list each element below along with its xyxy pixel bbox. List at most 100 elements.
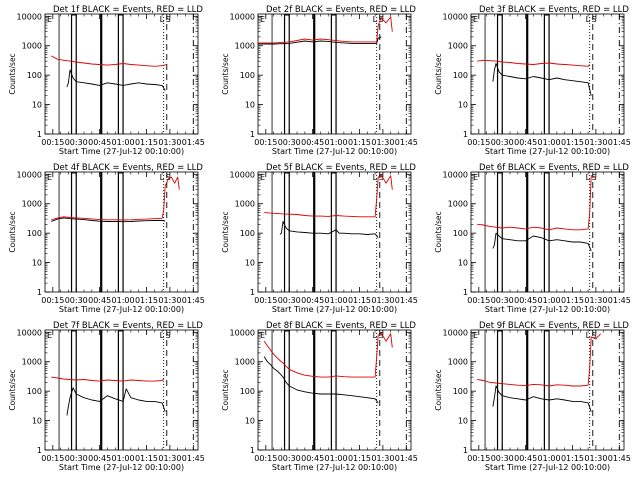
y-tick-label: 10 <box>458 101 468 110</box>
x-axis-label: Start Time (27-Jul-12 00:10:00) <box>59 463 184 472</box>
x-tick-label: 00:45 <box>88 296 111 305</box>
y-tick-label: 10000 <box>17 12 42 21</box>
x-tick-label: 01:45 <box>608 454 631 463</box>
y-tick-label: 100 <box>453 387 468 396</box>
y-tick-label: 1 <box>37 288 42 297</box>
events-series-line <box>66 69 166 91</box>
plot-frame <box>470 329 625 451</box>
annotation-letter: L <box>160 173 165 182</box>
annotation-letter: L <box>586 173 591 182</box>
panel-title: Det 2f BLACK = Events, RED = LLD <box>266 5 416 15</box>
y-tick-label: 1 <box>250 288 255 297</box>
detector-panel: Det 9f BLACK = Events, RED = LLD 1 10 100 10… <box>434 321 631 472</box>
series-group <box>258 16 393 45</box>
x-tick-label: 01:45 <box>182 296 205 305</box>
lld-series-line <box>263 332 393 378</box>
event-markers <box>58 14 194 134</box>
panel-title: Det 7f BLACK = Events, RED = LLD <box>53 321 203 331</box>
x-tick-label: 00:30 <box>278 296 301 305</box>
x-tick-label: 01:00 <box>112 296 135 305</box>
annotation-letter: L <box>373 331 378 340</box>
x-tick-label: 01:30 <box>371 138 394 147</box>
plot-frame <box>257 171 412 293</box>
y-tick-label: 10000 <box>443 12 468 21</box>
annotation-letter: E <box>473 173 478 182</box>
y-tick-label: 100 <box>453 229 468 238</box>
x-tick-label: 01:00 <box>112 138 135 147</box>
x-axis-label: Start Time (27-Jul-12 00:10:00) <box>272 305 397 314</box>
annotation-letter: S <box>592 173 597 182</box>
x-tick-label: 01:45 <box>395 296 418 305</box>
annotation-letter: E <box>47 15 52 24</box>
plot-frame <box>470 13 625 135</box>
x-tick-label: 01:15 <box>348 454 371 463</box>
x-tick-label: 01:15 <box>135 138 158 147</box>
x-tick-label: 01:30 <box>158 138 181 147</box>
x-tick-label: 00:45 <box>301 454 324 463</box>
y-tick-label: 1000 <box>235 200 255 209</box>
panel-title: Det 9f BLACK = Events, RED = LLD <box>479 321 629 331</box>
x-tick-label: 01:30 <box>371 454 394 463</box>
x-tick-label: 00:15 <box>41 138 64 147</box>
annotation-letter: E <box>260 331 265 340</box>
y-tick-label: 1 <box>463 130 468 139</box>
y-tick-label: 10000 <box>443 328 468 337</box>
x-tick-label: 00:15 <box>254 454 277 463</box>
x-tick-label: 01:30 <box>158 454 181 463</box>
plot-frame <box>470 171 625 293</box>
annotation-letter: E <box>473 15 478 24</box>
panel-title: Det 5f BLACK = Events, RED = LLD <box>266 163 416 173</box>
y-tick-label: 1000 <box>22 200 42 209</box>
panel-title: Det 6f BLACK = Events, RED = LLD <box>479 163 629 173</box>
y-tick-label: 10 <box>245 417 255 426</box>
detector-panel: Det 2f BLACK = Events, RED = LLD 1 10 100 10… <box>221 5 418 156</box>
y-axis-label: Counts/sec <box>221 53 230 94</box>
lld-series-line <box>50 55 167 67</box>
x-tick-label: 00:15 <box>254 296 277 305</box>
y-axis-label: Counts/sec <box>8 369 17 410</box>
y-tick-label: 10 <box>458 259 468 268</box>
x-tick-label: 01:45 <box>608 138 631 147</box>
y-tick-label: 1 <box>250 446 255 455</box>
event-markers <box>58 330 194 450</box>
y-tick-label: 1 <box>37 446 42 455</box>
events-series-line <box>279 221 379 238</box>
annotation-letter: L <box>586 15 591 24</box>
x-axis-label: Start Time (27-Jul-12 00:10:00) <box>272 463 397 472</box>
annotation-letter: E <box>47 331 52 340</box>
x-axis-label: Start Time (27-Jul-12 00:10:00) <box>59 305 184 314</box>
detector-panel: Det 4f BLACK = Events, RED = LLD 1 10 100 10… <box>8 163 205 314</box>
detector-panel: Det 3f BLACK = Events, RED = LLD 1 10 100 10… <box>434 5 631 156</box>
x-tick-label: 01:00 <box>538 454 561 463</box>
detector-panel: Det 1f BLACK = Events, RED = LLD 1 10 100 10… <box>8 5 205 156</box>
y-tick-label: 100 <box>453 71 468 80</box>
annotation-letter: S <box>379 331 384 340</box>
y-tick-label: 10000 <box>17 170 42 179</box>
plot-frame <box>44 171 199 293</box>
annotation-letter: L <box>586 331 591 340</box>
y-tick-label: 100 <box>27 387 42 396</box>
x-tick-label: 00:45 <box>514 138 537 147</box>
series-group <box>477 175 597 252</box>
plot-frame <box>257 13 412 135</box>
x-axis-label: Start Time (27-Jul-12 00:10:00) <box>485 305 610 314</box>
y-tick-label: 1000 <box>22 358 42 367</box>
x-tick-label: 01:30 <box>584 138 607 147</box>
y-tick-label: 1000 <box>235 42 255 51</box>
x-tick-label: 00:15 <box>467 138 490 147</box>
lld-series-line <box>477 333 601 387</box>
x-tick-label: 00:15 <box>41 454 64 463</box>
x-tick-label: 01:15 <box>348 296 371 305</box>
events-series-line <box>258 36 382 45</box>
events-series-line <box>492 63 592 96</box>
detector-panel: Det 7f BLACK = Events, RED = LLD 1 10 100 10… <box>8 321 205 472</box>
event-markers <box>271 172 407 292</box>
y-tick-label: 10 <box>458 417 468 426</box>
x-tick-label: 01:00 <box>112 454 135 463</box>
x-tick-label: 01:15 <box>348 138 371 147</box>
x-tick-label: 00:15 <box>41 296 64 305</box>
y-tick-label: 1000 <box>448 358 468 367</box>
x-tick-label: 00:30 <box>65 296 88 305</box>
x-tick-label: 00:45 <box>88 454 111 463</box>
